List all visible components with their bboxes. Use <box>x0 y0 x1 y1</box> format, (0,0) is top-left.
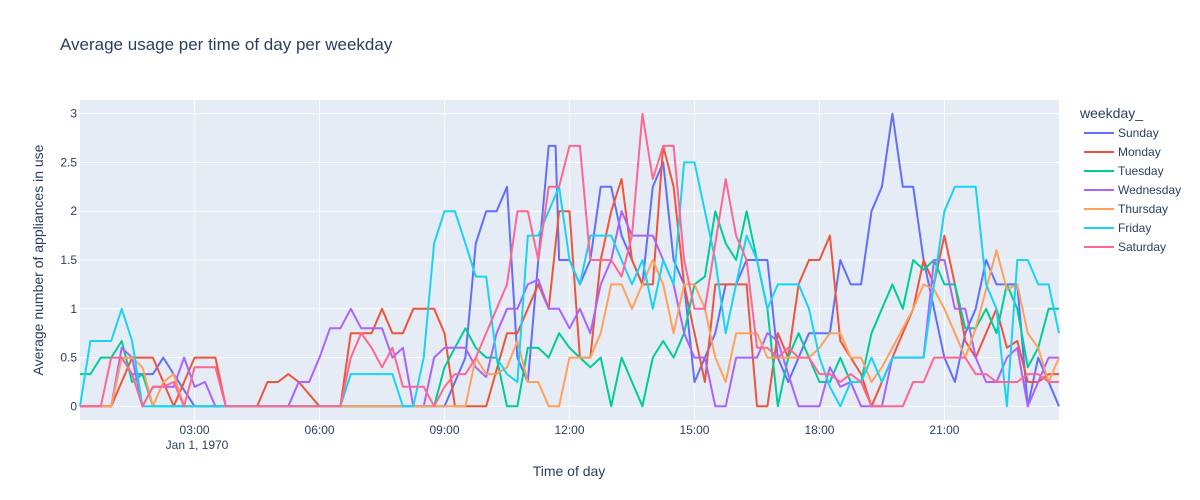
y-tick-label: 1.5 <box>60 253 77 267</box>
y-tick-label: 1 <box>70 302 77 316</box>
legend-label: Friday <box>1118 221 1151 235</box>
series-lines <box>79 112 1060 408</box>
legend-item-friday[interactable]: Friday <box>1084 221 1151 235</box>
y-tick-label: 2.5 <box>60 155 77 169</box>
legend-item-tuesday[interactable]: Tuesday <box>1084 164 1164 178</box>
y-axis-title: Average number of appliances in use <box>30 144 46 375</box>
chart-title: Average usage per time of day per weekda… <box>60 35 393 54</box>
legend-label: Thursday <box>1118 202 1168 216</box>
legend-label: Tuesday <box>1118 164 1164 178</box>
legend-item-sunday[interactable]: Sunday <box>1084 126 1159 140</box>
legend[interactable]: weekday_ Sunday Monday Tuesday Wednesday Thu… <box>1079 105 1181 254</box>
x-tick-label: 06:00 <box>305 423 335 437</box>
x-tick-label: 21:00 <box>929 423 959 437</box>
series-line-sunday[interactable] <box>80 112 1060 408</box>
legend-item-saturday[interactable]: Saturday <box>1084 240 1166 254</box>
legend-item-wednesday[interactable]: Wednesday <box>1084 183 1181 197</box>
y-axis-ticks: 0 0.5 1 1.5 2 2.5 3 <box>60 107 77 414</box>
legend-label: Saturday <box>1118 240 1166 254</box>
x-tick-label: 18:00 <box>804 423 834 437</box>
x-date-label: Jan 1, 1970 <box>166 438 229 452</box>
x-tick-label: 03:00 <box>180 423 210 437</box>
legend-label: Monday <box>1118 145 1161 159</box>
x-tick-label: 15:00 <box>679 423 709 437</box>
y-tick-label: 2 <box>70 204 77 218</box>
x-axis-ticks: 03:00 06:00 09:00 12:00 15:00 18:00 21:00 <box>180 423 960 437</box>
y-tick-label: 0.5 <box>60 351 77 365</box>
legend-label: Wednesday <box>1118 183 1181 197</box>
x-axis-title: Time of day <box>533 463 606 479</box>
x-tick-label: 12:00 <box>554 423 584 437</box>
y-tick-label: 3 <box>70 107 77 121</box>
legend-item-monday[interactable]: Monday <box>1084 145 1161 159</box>
legend-label: Sunday <box>1118 126 1159 140</box>
y-tick-label: 0 <box>70 399 77 413</box>
series-line-friday[interactable] <box>79 161 1060 408</box>
legend-title: weekday_ <box>1079 105 1143 121</box>
legend-item-thursday[interactable]: Thursday <box>1084 202 1168 216</box>
x-tick-label: 09:00 <box>430 423 460 437</box>
series-line-saturday[interactable] <box>80 112 1059 408</box>
